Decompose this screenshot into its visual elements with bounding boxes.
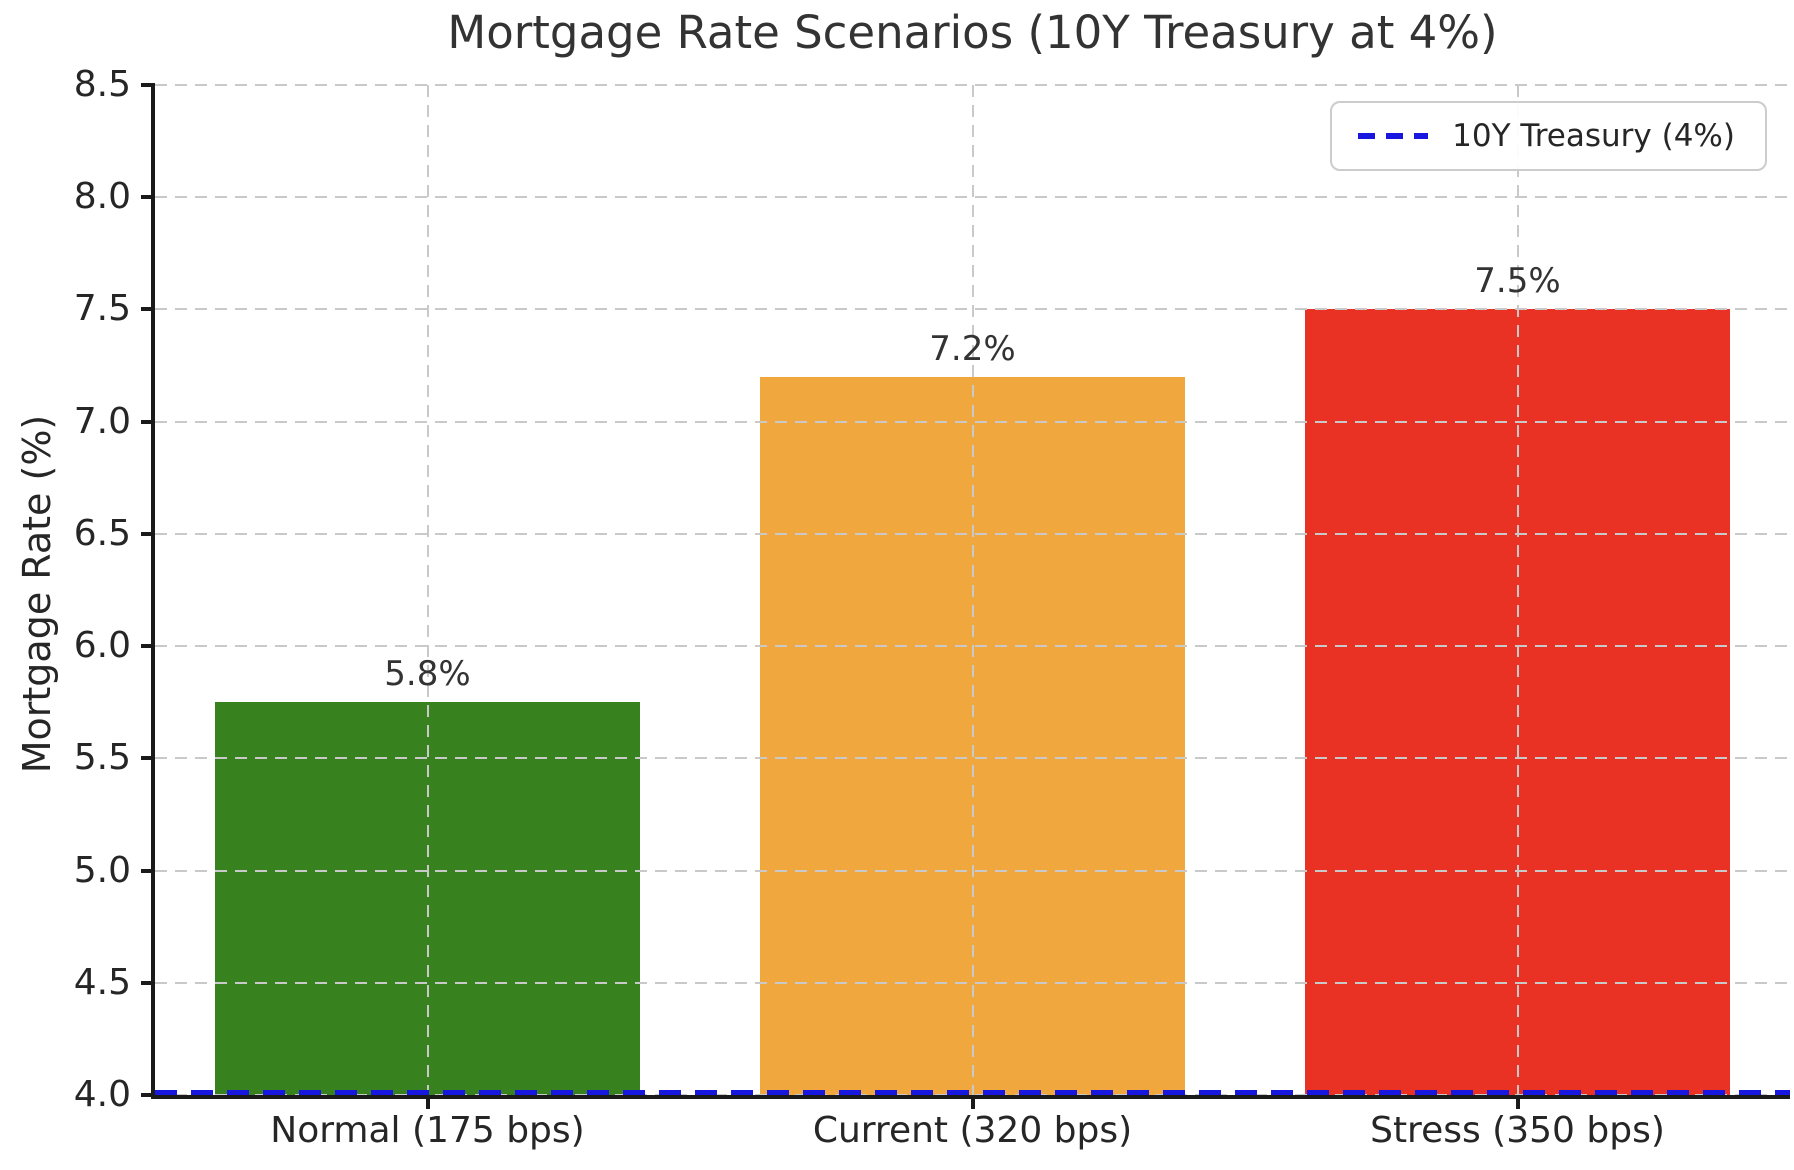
y-tick-mark — [141, 644, 155, 649]
y-tick-label: 7.5 — [73, 288, 131, 330]
y-tick-label: 5.5 — [73, 737, 131, 779]
x-tick-mark — [1515, 1095, 1520, 1109]
y-tick-label: 6.0 — [73, 625, 131, 667]
y-axis-spine — [151, 85, 155, 1099]
x-gridline — [1516, 85, 1519, 1095]
y-tick-mark — [141, 756, 155, 761]
y-tick-label: 7.0 — [73, 400, 131, 442]
legend-label: 10Y Treasury (4%) — [1452, 118, 1735, 154]
y-tick-label: 8.5 — [73, 64, 131, 105]
bar-value-label: 7.5% — [1474, 261, 1561, 302]
bar-value-label: 7.2% — [929, 328, 1016, 369]
x-gridline — [971, 85, 974, 1095]
legend: 10Y Treasury (4%) — [1330, 101, 1767, 171]
y-tick-mark — [141, 1093, 155, 1097]
bar-value-label: 5.8% — [384, 654, 471, 695]
x-tick-mark — [970, 1095, 975, 1109]
treasury-dashed-line-sample — [1358, 133, 1429, 139]
y-tick-mark — [141, 980, 155, 985]
x-tick-label: Normal (175 bps) — [270, 1110, 585, 1151]
y-tick-label: 8.0 — [73, 176, 131, 218]
chart-title: Mortgage Rate Scenarios (10Y Treasury at… — [447, 6, 1498, 59]
y-axis-label: Mortgage Rate (%) — [15, 414, 59, 774]
y-tick-label: 4.5 — [73, 961, 131, 1003]
y-tick-mark — [141, 307, 155, 312]
treasury-reference-line — [155, 1090, 1790, 1095]
y-tick-mark — [141, 531, 155, 536]
x-tick-mark — [425, 1095, 430, 1109]
y-tick-mark — [141, 83, 155, 87]
y-tick-mark — [141, 195, 155, 200]
x-tick-label: Stress (350 bps) — [1370, 1110, 1665, 1151]
x-tick-label: Current (320 bps) — [812, 1110, 1133, 1151]
y-tick-label: 4.0 — [73, 1074, 131, 1115]
y-tick-mark — [141, 419, 155, 424]
x-gridline — [426, 85, 429, 1095]
y-tick-mark — [141, 868, 155, 873]
y-tick-label: 6.5 — [73, 512, 131, 554]
y-tick-label: 5.0 — [73, 849, 131, 891]
x-axis-spine — [151, 1095, 1790, 1099]
